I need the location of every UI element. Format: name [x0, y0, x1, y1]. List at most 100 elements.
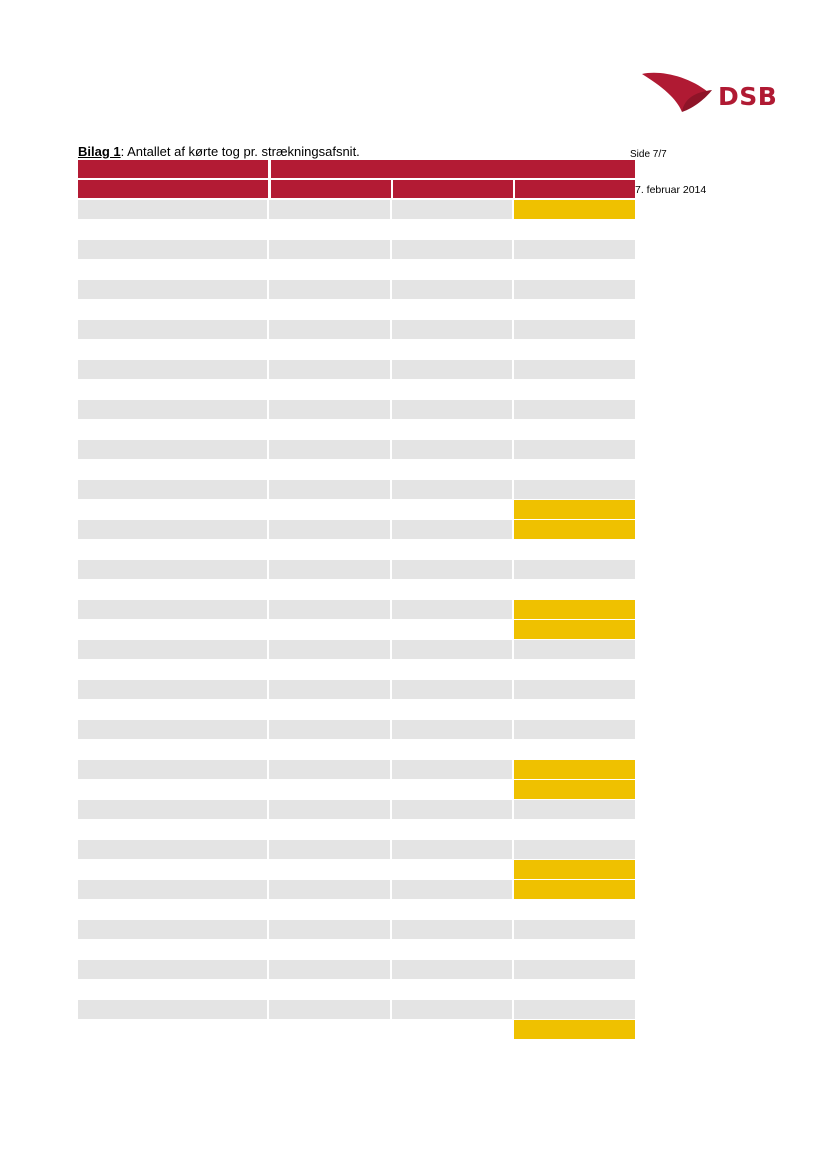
table-cell: [514, 940, 635, 959]
table-cell: [269, 400, 390, 419]
table-row: [78, 920, 635, 939]
table-cell: [269, 300, 390, 319]
table-cell: [78, 840, 268, 859]
table-cell: [78, 380, 268, 399]
table-cell: [78, 660, 268, 679]
table-cell: [391, 640, 513, 659]
table-cell: [78, 920, 268, 939]
table-cell: [78, 500, 268, 519]
table-cell: [514, 780, 635, 799]
table-cell: [391, 520, 513, 539]
table-cell: [269, 900, 390, 919]
table-cell: [391, 840, 513, 859]
table-cell: [78, 540, 268, 559]
table-row: [78, 840, 635, 859]
table-cell: [78, 900, 268, 919]
table-cell: [514, 260, 635, 279]
table-row: [78, 800, 635, 819]
table-cell: [514, 820, 635, 839]
table-cell: [514, 1000, 635, 1019]
title-rest: : Antallet af kørte tog pr. strækningsaf…: [120, 144, 360, 159]
table-cell: [514, 860, 635, 879]
table-cell: [514, 300, 635, 319]
table-row: [78, 540, 635, 559]
table-cell: [269, 280, 390, 299]
table-cell: [391, 460, 513, 479]
table-cell: [391, 500, 513, 519]
table-cell: [269, 380, 390, 399]
table-cell: [269, 660, 390, 679]
table-cell: [514, 220, 635, 239]
table-cell: [391, 920, 513, 939]
table-cell: [391, 320, 513, 339]
table-cell: [78, 720, 268, 739]
table-row: [78, 260, 635, 279]
table-cell: [391, 1020, 513, 1039]
table-cell: [514, 520, 635, 539]
table-row: [78, 680, 635, 699]
table-cell: [514, 480, 635, 499]
table-cell: [514, 540, 635, 559]
table-cell: [269, 1020, 390, 1039]
table-cell: [391, 620, 513, 639]
table-cell: [78, 600, 268, 619]
table-cell: [514, 800, 635, 819]
table-row: [78, 400, 635, 419]
table-cell: [269, 500, 390, 519]
table-row: [78, 320, 635, 339]
table-cell: [391, 420, 513, 439]
table-row: [78, 620, 635, 639]
table-cell: [269, 260, 390, 279]
table-cell: [391, 740, 513, 759]
logo-text: DSB: [718, 82, 778, 111]
table-cell: [269, 460, 390, 479]
table-cell: [391, 800, 513, 819]
table-cell: [269, 620, 390, 639]
table-cell: [391, 440, 513, 459]
header-cell-2: [271, 180, 391, 198]
table-cell: [514, 740, 635, 759]
table-cell: [269, 680, 390, 699]
table-cell: [514, 400, 635, 419]
table-cell: [391, 760, 513, 779]
table-cell: [269, 640, 390, 659]
table-cell: [391, 540, 513, 559]
table-cell: [391, 880, 513, 899]
table-cell: [269, 440, 390, 459]
table-cell: [78, 320, 268, 339]
table-row: [78, 460, 635, 479]
table-row: [78, 220, 635, 239]
table-cell: [269, 880, 390, 899]
table-cell: [514, 460, 635, 479]
table-cell: [269, 840, 390, 859]
table-cell: [78, 300, 268, 319]
table-cell: [514, 580, 635, 599]
table-row: [78, 360, 635, 379]
table-cell: [391, 600, 513, 619]
table-cell: [78, 880, 268, 899]
table-row: [78, 900, 635, 919]
table-cell: [391, 900, 513, 919]
table-cell: [391, 700, 513, 719]
table-cell: [78, 460, 268, 479]
table-cell: [391, 560, 513, 579]
table-cell: [78, 360, 268, 379]
table-cell: [391, 360, 513, 379]
table-cell: [78, 820, 268, 839]
table-cell: [514, 660, 635, 679]
table-cell: [269, 960, 390, 979]
table-cell: [514, 500, 635, 519]
table-cell: [78, 420, 268, 439]
data-table: [78, 200, 635, 1040]
table-cell: [514, 380, 635, 399]
table-row: [78, 880, 635, 899]
table-row: [78, 340, 635, 359]
table-cell: [514, 280, 635, 299]
table-row: [78, 480, 635, 499]
table-cell: [269, 800, 390, 819]
table-cell: [269, 740, 390, 759]
table-cell: [78, 1000, 268, 1019]
table-cell: [514, 600, 635, 619]
table-cell: [78, 340, 268, 359]
table-cell: [514, 840, 635, 859]
